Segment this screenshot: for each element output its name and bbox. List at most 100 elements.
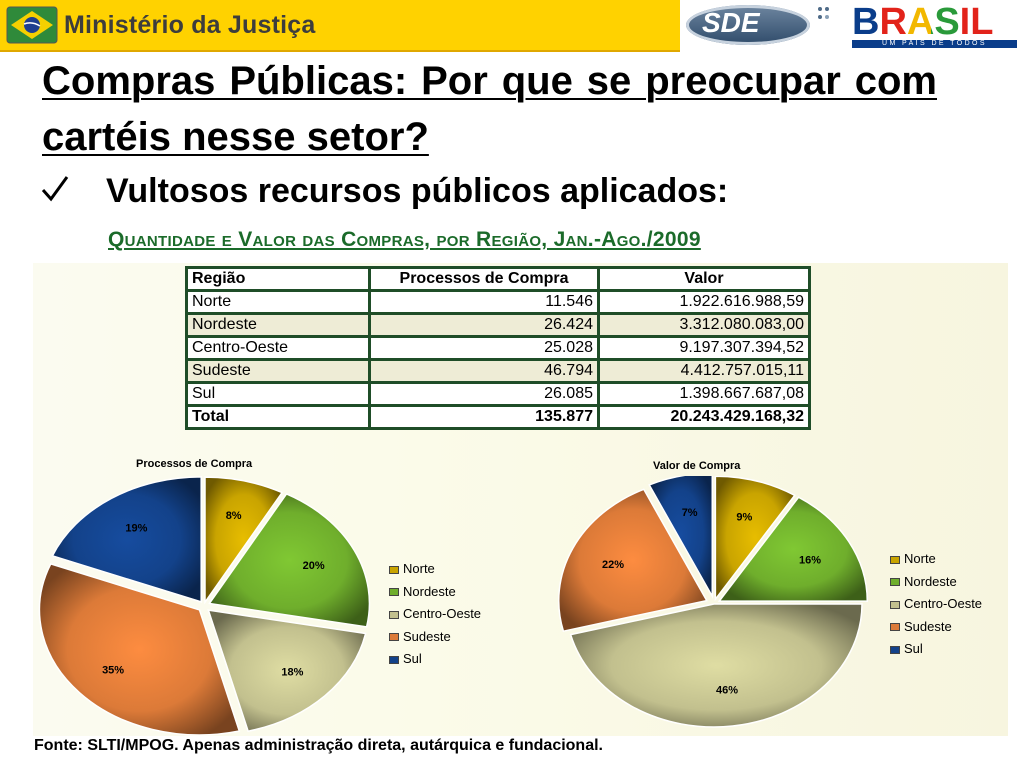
legend-label: Nordeste xyxy=(403,583,456,599)
table-cell-region: Nordeste xyxy=(185,312,371,338)
pie-slice-sudeste xyxy=(558,488,708,633)
table-header-row: Região Processos de Compra Valor xyxy=(185,266,811,292)
legend-swatch xyxy=(890,555,900,564)
legend-swatch xyxy=(890,645,900,654)
table-cell-region: Centro-Oeste xyxy=(185,335,371,361)
pie-data-label: 9% xyxy=(736,512,752,524)
pie-slice-nordeste xyxy=(717,496,869,602)
brasil-wordmark: BRASIL xyxy=(852,3,993,41)
table-cell-region: Norte xyxy=(185,289,371,315)
table-cell-value: 1.398.667.687,08 xyxy=(597,381,811,407)
table-total-count: 135.877 xyxy=(368,404,600,430)
legend-item: Centro-Oeste xyxy=(890,593,982,616)
pie-data-label: 22% xyxy=(602,559,624,571)
legend-label: Sudeste xyxy=(904,618,952,634)
legend-label: Nordeste xyxy=(904,573,957,589)
pie-data-label: 46% xyxy=(716,684,738,696)
table-cell-count: 25.028 xyxy=(368,335,600,361)
table-row: Sudeste 46.794 4.412.757.015,11 xyxy=(185,358,811,384)
table-cell-value: 9.197.307.394,52 xyxy=(597,335,811,361)
legend-label: Sudeste xyxy=(403,628,451,644)
table-cell-region: Sudeste xyxy=(185,358,371,384)
legend-swatch xyxy=(389,565,399,574)
pie-processos-legend: Norte Nordeste Centro-Oeste Sudeste Sul xyxy=(389,558,481,671)
table-cell-count: 26.424 xyxy=(368,312,600,338)
pie-data-label: 18% xyxy=(281,667,303,679)
table-row: Centro-Oeste 25.028 9.197.307.394,52 xyxy=(185,335,811,361)
table-cell-count: 46.794 xyxy=(368,358,600,384)
brasil-logo: BRASIL UM PAÍS DE TODOS xyxy=(852,3,1017,48)
legend-label: Centro-Oeste xyxy=(904,596,983,611)
legend-swatch xyxy=(389,610,399,619)
pie-slice-sul xyxy=(648,476,714,600)
table-total-label: Total xyxy=(185,404,371,430)
table-row: Sul 26.085 1.398.667.687,08 xyxy=(185,381,811,407)
table-header-regiao: Região xyxy=(185,266,371,292)
brasil-tagline: UM PAÍS DE TODOS xyxy=(852,40,1017,48)
table-cell-count: 11.546 xyxy=(368,289,600,315)
bullet-text: Vultosos recursos públicos aplicados: xyxy=(106,172,729,210)
brazil-flag-icon xyxy=(6,6,58,44)
pie-data-label: 19% xyxy=(125,522,147,534)
legend-label: Norte xyxy=(403,561,435,576)
pie-slice-sul xyxy=(51,476,202,603)
table-header-processos: Processos de Compra xyxy=(368,266,600,292)
table-cell-value: 3.312.080.083,00 xyxy=(597,312,811,338)
legend-swatch xyxy=(389,655,399,664)
table-row: Nordeste 26.424 3.312.080.083,00 xyxy=(185,312,811,338)
slide-title: Compras Públicas: Por que se preocupar c… xyxy=(42,53,937,165)
pie-slice-centro-oeste xyxy=(569,603,863,728)
pie-data-label: 8% xyxy=(226,510,242,522)
legend-label: Sul xyxy=(403,651,422,666)
legend-item: Sudeste xyxy=(389,626,481,649)
ministry-banner: Ministério da Justiça xyxy=(0,0,680,52)
pie-valor-title: Valor de Compra xyxy=(653,460,741,472)
brasil-wordmark-text: BRASIL xyxy=(852,1,994,43)
table-row: Norte 11.546 1.922.616.988,59 xyxy=(185,289,811,315)
header-bar: Ministério da Justiça SDE BRASIL UM PAÍS… xyxy=(0,0,1024,52)
sde-label: SDE xyxy=(702,7,760,38)
pie-data-label: 7% xyxy=(682,507,698,519)
pie-chart-processos: 8% 20% 18% 35% 19% xyxy=(38,476,371,736)
table-cell-value: 4.412.757.015,11 xyxy=(597,358,811,384)
data-table: Região Processos de Compra Valor Norte 1… xyxy=(185,266,811,430)
pie-data-label: 35% xyxy=(102,664,124,676)
pie-data-label: 16% xyxy=(799,555,821,567)
legend-swatch xyxy=(890,578,900,587)
legend-item: Norte xyxy=(890,548,982,571)
pie-slice-norte xyxy=(204,476,284,605)
pie-slice-centro-oeste xyxy=(207,609,367,733)
legend-item: Norte xyxy=(389,558,481,581)
pie-data-label: 20% xyxy=(303,560,325,572)
chart-subtitle: Quantidade e Valor das Compras, por Regi… xyxy=(108,228,701,251)
legend-item: Nordeste xyxy=(389,581,481,604)
legend-swatch xyxy=(890,623,900,632)
table-cell-count: 26.085 xyxy=(368,381,600,407)
sde-badge xyxy=(686,5,810,45)
pie-chart-valor: 9% 16% 46% 22% 7% xyxy=(558,476,869,728)
table-total-row: Total 135.877 20.243.429.168,32 xyxy=(185,404,811,430)
table-cell-value: 1.922.616.988,59 xyxy=(597,289,811,315)
legend-swatch xyxy=(389,588,399,597)
legend-item: Sul xyxy=(890,638,982,661)
table-header-valor: Valor xyxy=(597,266,811,292)
table-cell-region: Sul xyxy=(185,381,371,407)
legend-label: Norte xyxy=(904,551,936,566)
source-note: Fonte: SLTI/MPOG. Apenas administração d… xyxy=(34,737,603,754)
pie-valor-legend: Norte Nordeste Centro-Oeste Sudeste Sul xyxy=(890,548,982,661)
legend-label: Sul xyxy=(904,641,923,656)
legend-label: Centro-Oeste xyxy=(403,606,482,621)
legend-item: Sul xyxy=(389,648,481,671)
legend-item: Sudeste xyxy=(890,616,982,639)
pie-slice-sudeste xyxy=(38,563,241,736)
pie-slice-nordeste xyxy=(208,492,371,628)
table-total-value: 20.243.429.168,32 xyxy=(597,404,811,430)
legend-swatch xyxy=(890,600,900,609)
slide-title-text: Compras Públicas: Por que se preocupar c… xyxy=(42,59,937,159)
pie-slice-norte xyxy=(714,476,796,602)
ministry-label: Ministério da Justiça xyxy=(64,11,316,39)
legend-swatch xyxy=(389,633,399,642)
dots-icon xyxy=(818,7,829,19)
legend-item: Centro-Oeste xyxy=(389,603,481,626)
pie-processos-title: Processos de Compra xyxy=(136,458,253,470)
